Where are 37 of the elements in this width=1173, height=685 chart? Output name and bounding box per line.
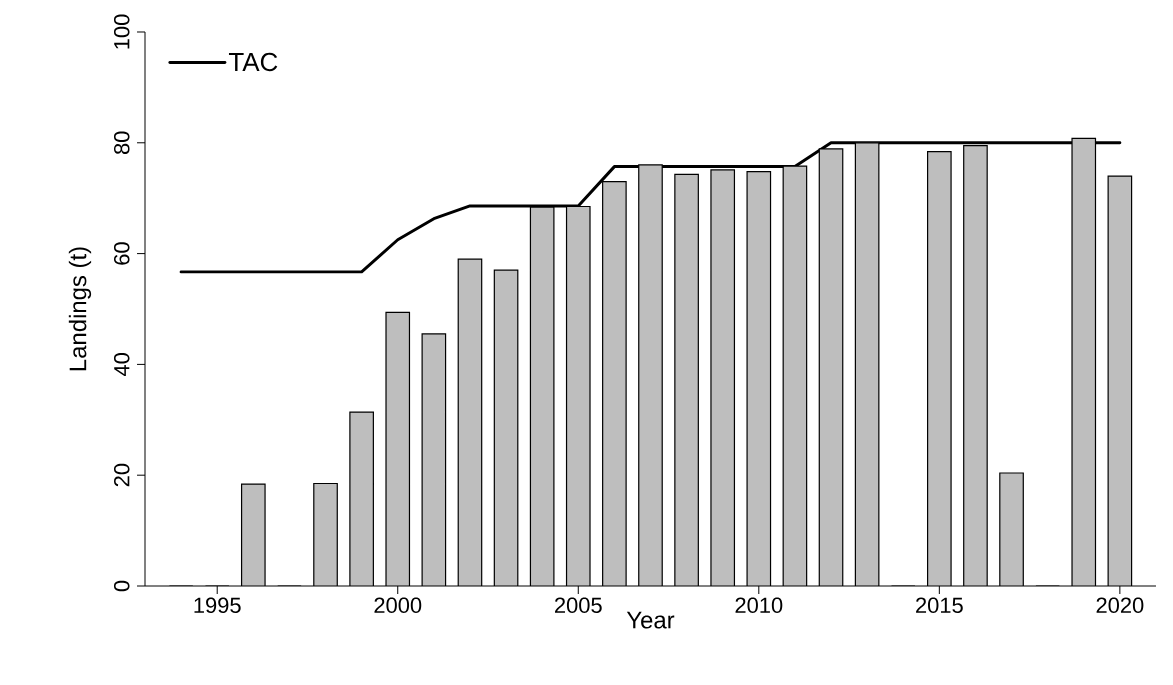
bar (638, 164, 663, 586)
bar (855, 142, 879, 586)
x-axis-title: Year (626, 611, 675, 629)
bar (602, 181, 627, 586)
bar (458, 259, 482, 586)
y-tick-label: 20 (113, 463, 130, 487)
bar (1107, 175, 1133, 586)
x-tick-label: 1995 (194, 597, 241, 614)
bar (674, 174, 699, 586)
bar (386, 312, 410, 586)
bar (566, 206, 591, 586)
bar (241, 484, 266, 586)
y-tick-label: 100 (113, 14, 130, 49)
y-tick-label: 60 (113, 242, 130, 265)
bar (494, 270, 518, 586)
x-tick-label: 2000 (374, 597, 422, 614)
x-tick-label: 2015 (916, 597, 963, 614)
y-tick-label: 40 (113, 353, 130, 377)
x-tick-label: 2010 (735, 597, 783, 614)
x-tick-label: 2005 (555, 597, 602, 614)
legend-label: TAC (228, 52, 278, 72)
bar (710, 169, 735, 586)
bar (530, 207, 554, 586)
x-tick-label: 2020 (1096, 597, 1144, 614)
bar (963, 145, 988, 586)
y-tick-label: 0 (113, 580, 130, 592)
bar (422, 333, 446, 586)
bar (1072, 138, 1096, 586)
bar (819, 148, 843, 586)
bar (313, 483, 338, 586)
bar (783, 166, 807, 586)
bar (747, 171, 771, 586)
y-tick-label: 80 (113, 131, 130, 155)
bar (927, 151, 952, 586)
y-axis-title: Landings (t) (68, 247, 92, 371)
bar (349, 412, 374, 586)
bar (999, 472, 1024, 586)
